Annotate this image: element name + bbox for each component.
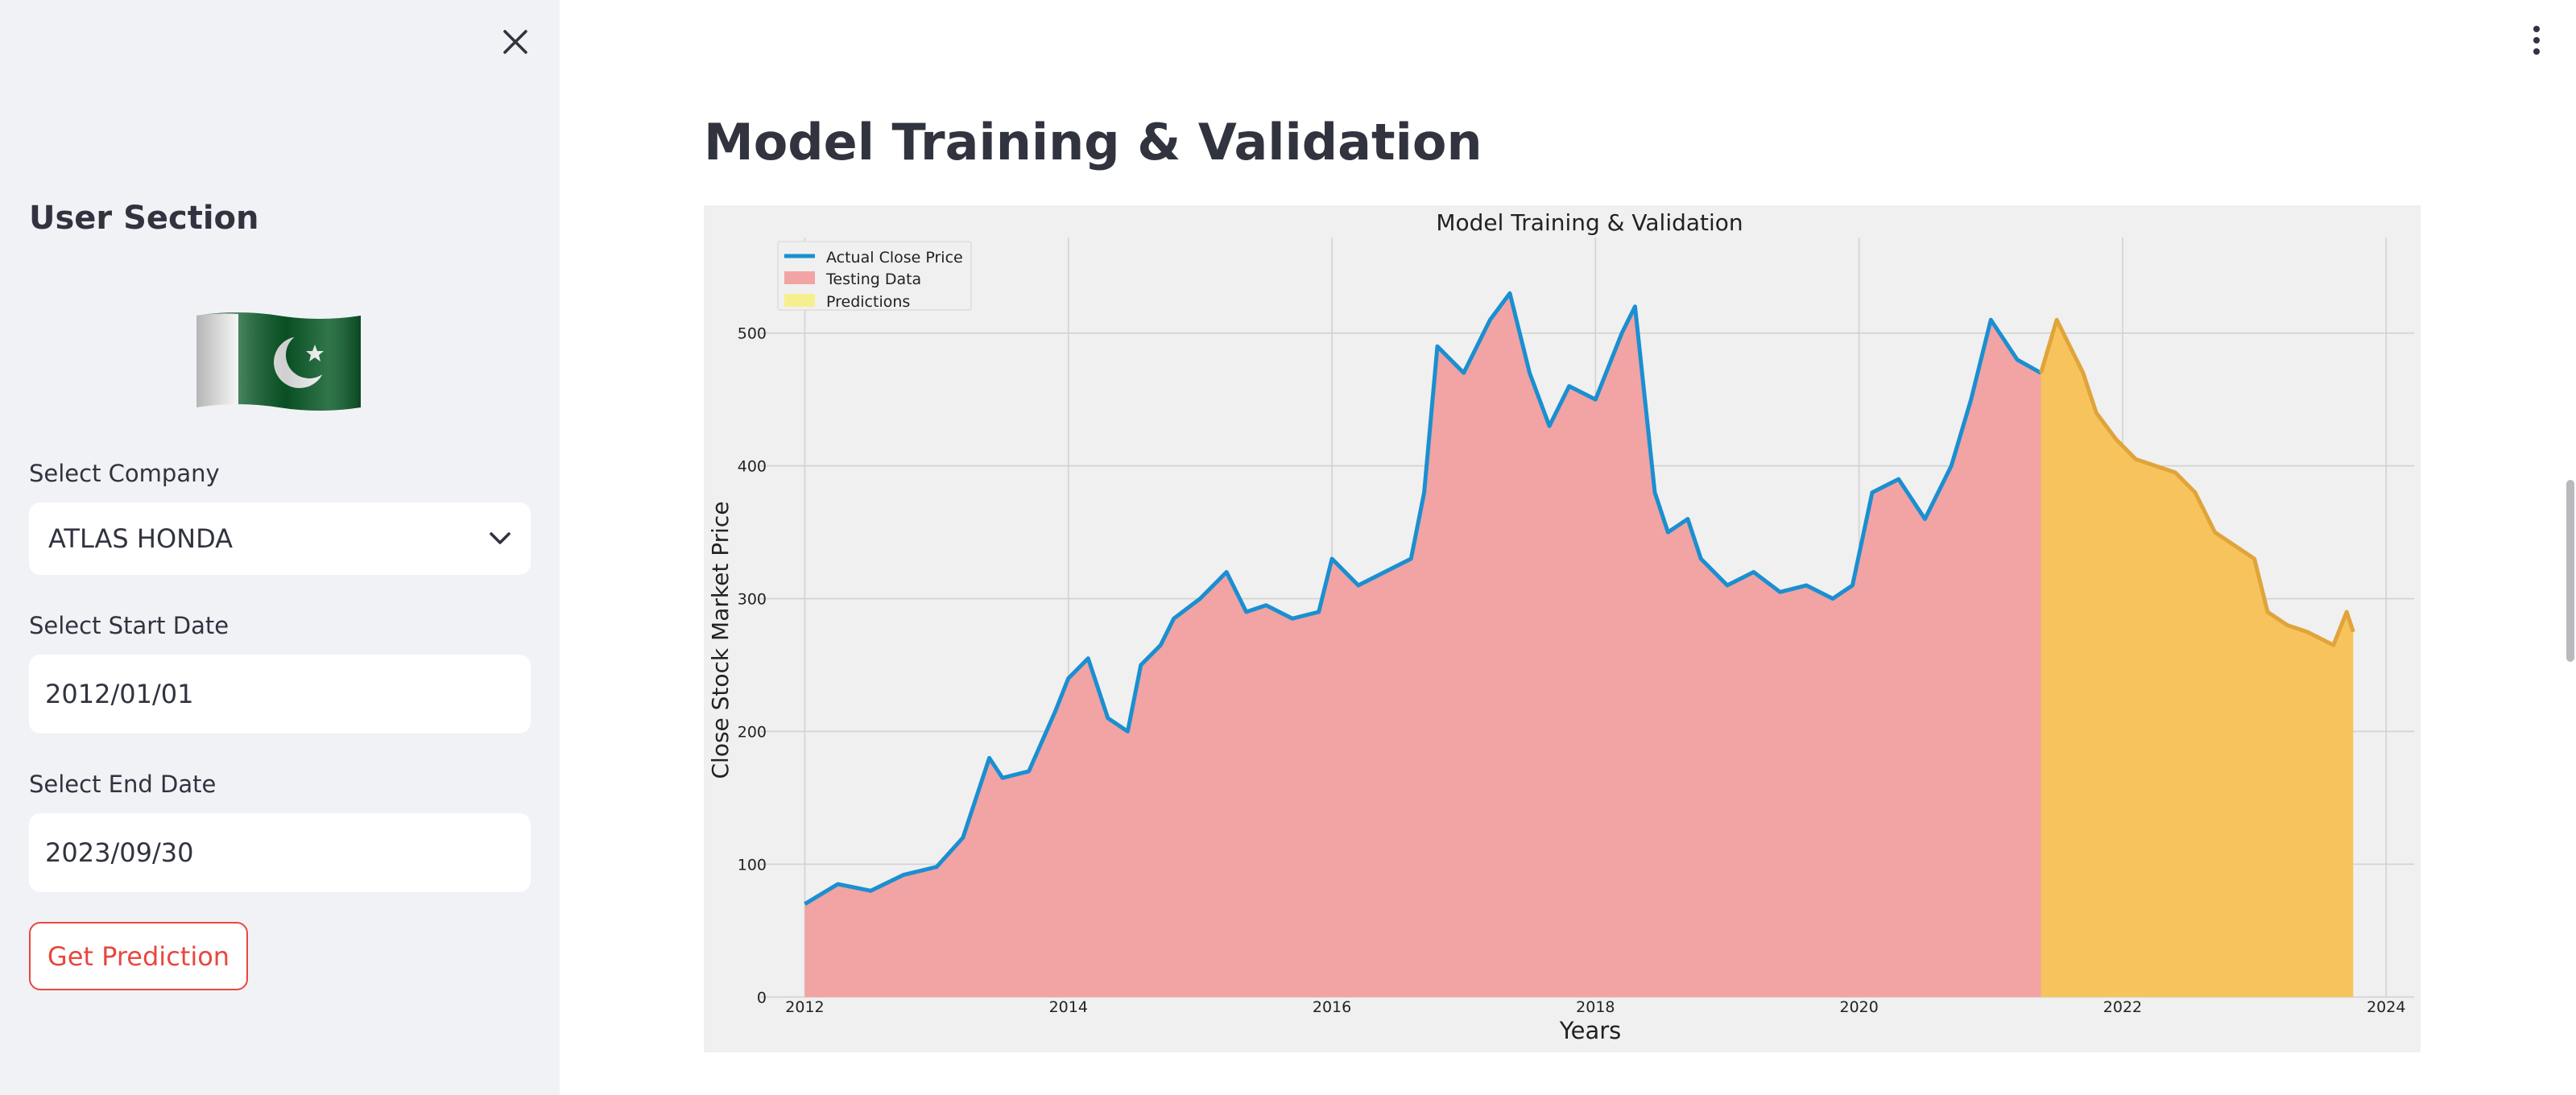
x-tick-label: 2012 <box>785 998 824 1016</box>
company-select-value: ATLAS HONDA <box>48 523 234 554</box>
x-tick-label: 2024 <box>2367 998 2405 1016</box>
sidebar-title: User Section <box>29 200 259 237</box>
legend-swatch-predictions <box>784 294 815 307</box>
close-sidebar-button[interactable] <box>493 24 538 60</box>
end-date-label: Select End Date <box>29 771 217 798</box>
chart-title: Model Training & Validation <box>1436 209 1743 236</box>
x-axis-label: Years <box>1559 1017 1622 1044</box>
get-prediction-button[interactable]: Get Prediction <box>29 922 248 990</box>
start-date-input[interactable]: 2012/01/01 <box>29 655 531 733</box>
predictions-area <box>2041 320 2354 998</box>
legend-swatch-testing <box>784 271 815 284</box>
legend-box <box>777 241 972 311</box>
predictions-line <box>2039 317 2355 647</box>
company-label: Select Company <box>29 460 220 487</box>
x-tick-label: 2022 <box>2103 998 2142 1016</box>
y-axis-label: Close Stock Market Price <box>707 501 734 779</box>
y-tick-label: 300 <box>738 591 767 609</box>
company-select[interactable]: ATLAS HONDA <box>29 502 531 575</box>
pakistan-flag-icon <box>196 312 361 411</box>
y-tick-label: 100 <box>738 856 767 874</box>
x-tick-label: 2014 <box>1049 998 1088 1016</box>
x-tick-label: 2018 <box>1576 998 1615 1016</box>
page-scrollbar[interactable] <box>2566 480 2574 662</box>
chart-svg: 2012 2014 2016 2018 2020 2022 2024 0 100 200 300 4… <box>704 205 2421 1052</box>
x-tick-label: 2016 <box>1313 998 1351 1016</box>
y-tick-label: 0 <box>757 989 767 1006</box>
page-title: Model Training & Validation <box>704 113 1482 171</box>
actual-close-price-line <box>804 291 2042 906</box>
legend-label-predictions: Predictions <box>826 293 910 311</box>
legend-label-actual: Actual Close Price <box>826 249 963 267</box>
y-tick-label: 500 <box>738 325 767 343</box>
testing-data-area <box>804 293 2041 998</box>
legend-label-testing: Testing Data <box>825 271 921 288</box>
legend: Actual Close Price Testing Data Predicti… <box>777 241 972 311</box>
start-date-label: Select Start Date <box>29 612 229 639</box>
chevron-down-icon <box>490 532 511 544</box>
more-vertical-icon[interactable] <box>2522 23 2551 58</box>
chart-container: 2012 2014 2016 2018 2020 2022 2024 0 100 200 300 4… <box>704 205 2421 1052</box>
sidebar: User Section Select Company ATLAS HONDA … <box>0 0 560 1095</box>
close-icon <box>503 30 527 54</box>
end-date-input[interactable]: 2023/09/30 <box>29 813 531 892</box>
y-tick-label: 200 <box>738 723 767 741</box>
x-tick-label: 2020 <box>1839 998 1878 1016</box>
y-tick-label: 400 <box>738 458 767 476</box>
